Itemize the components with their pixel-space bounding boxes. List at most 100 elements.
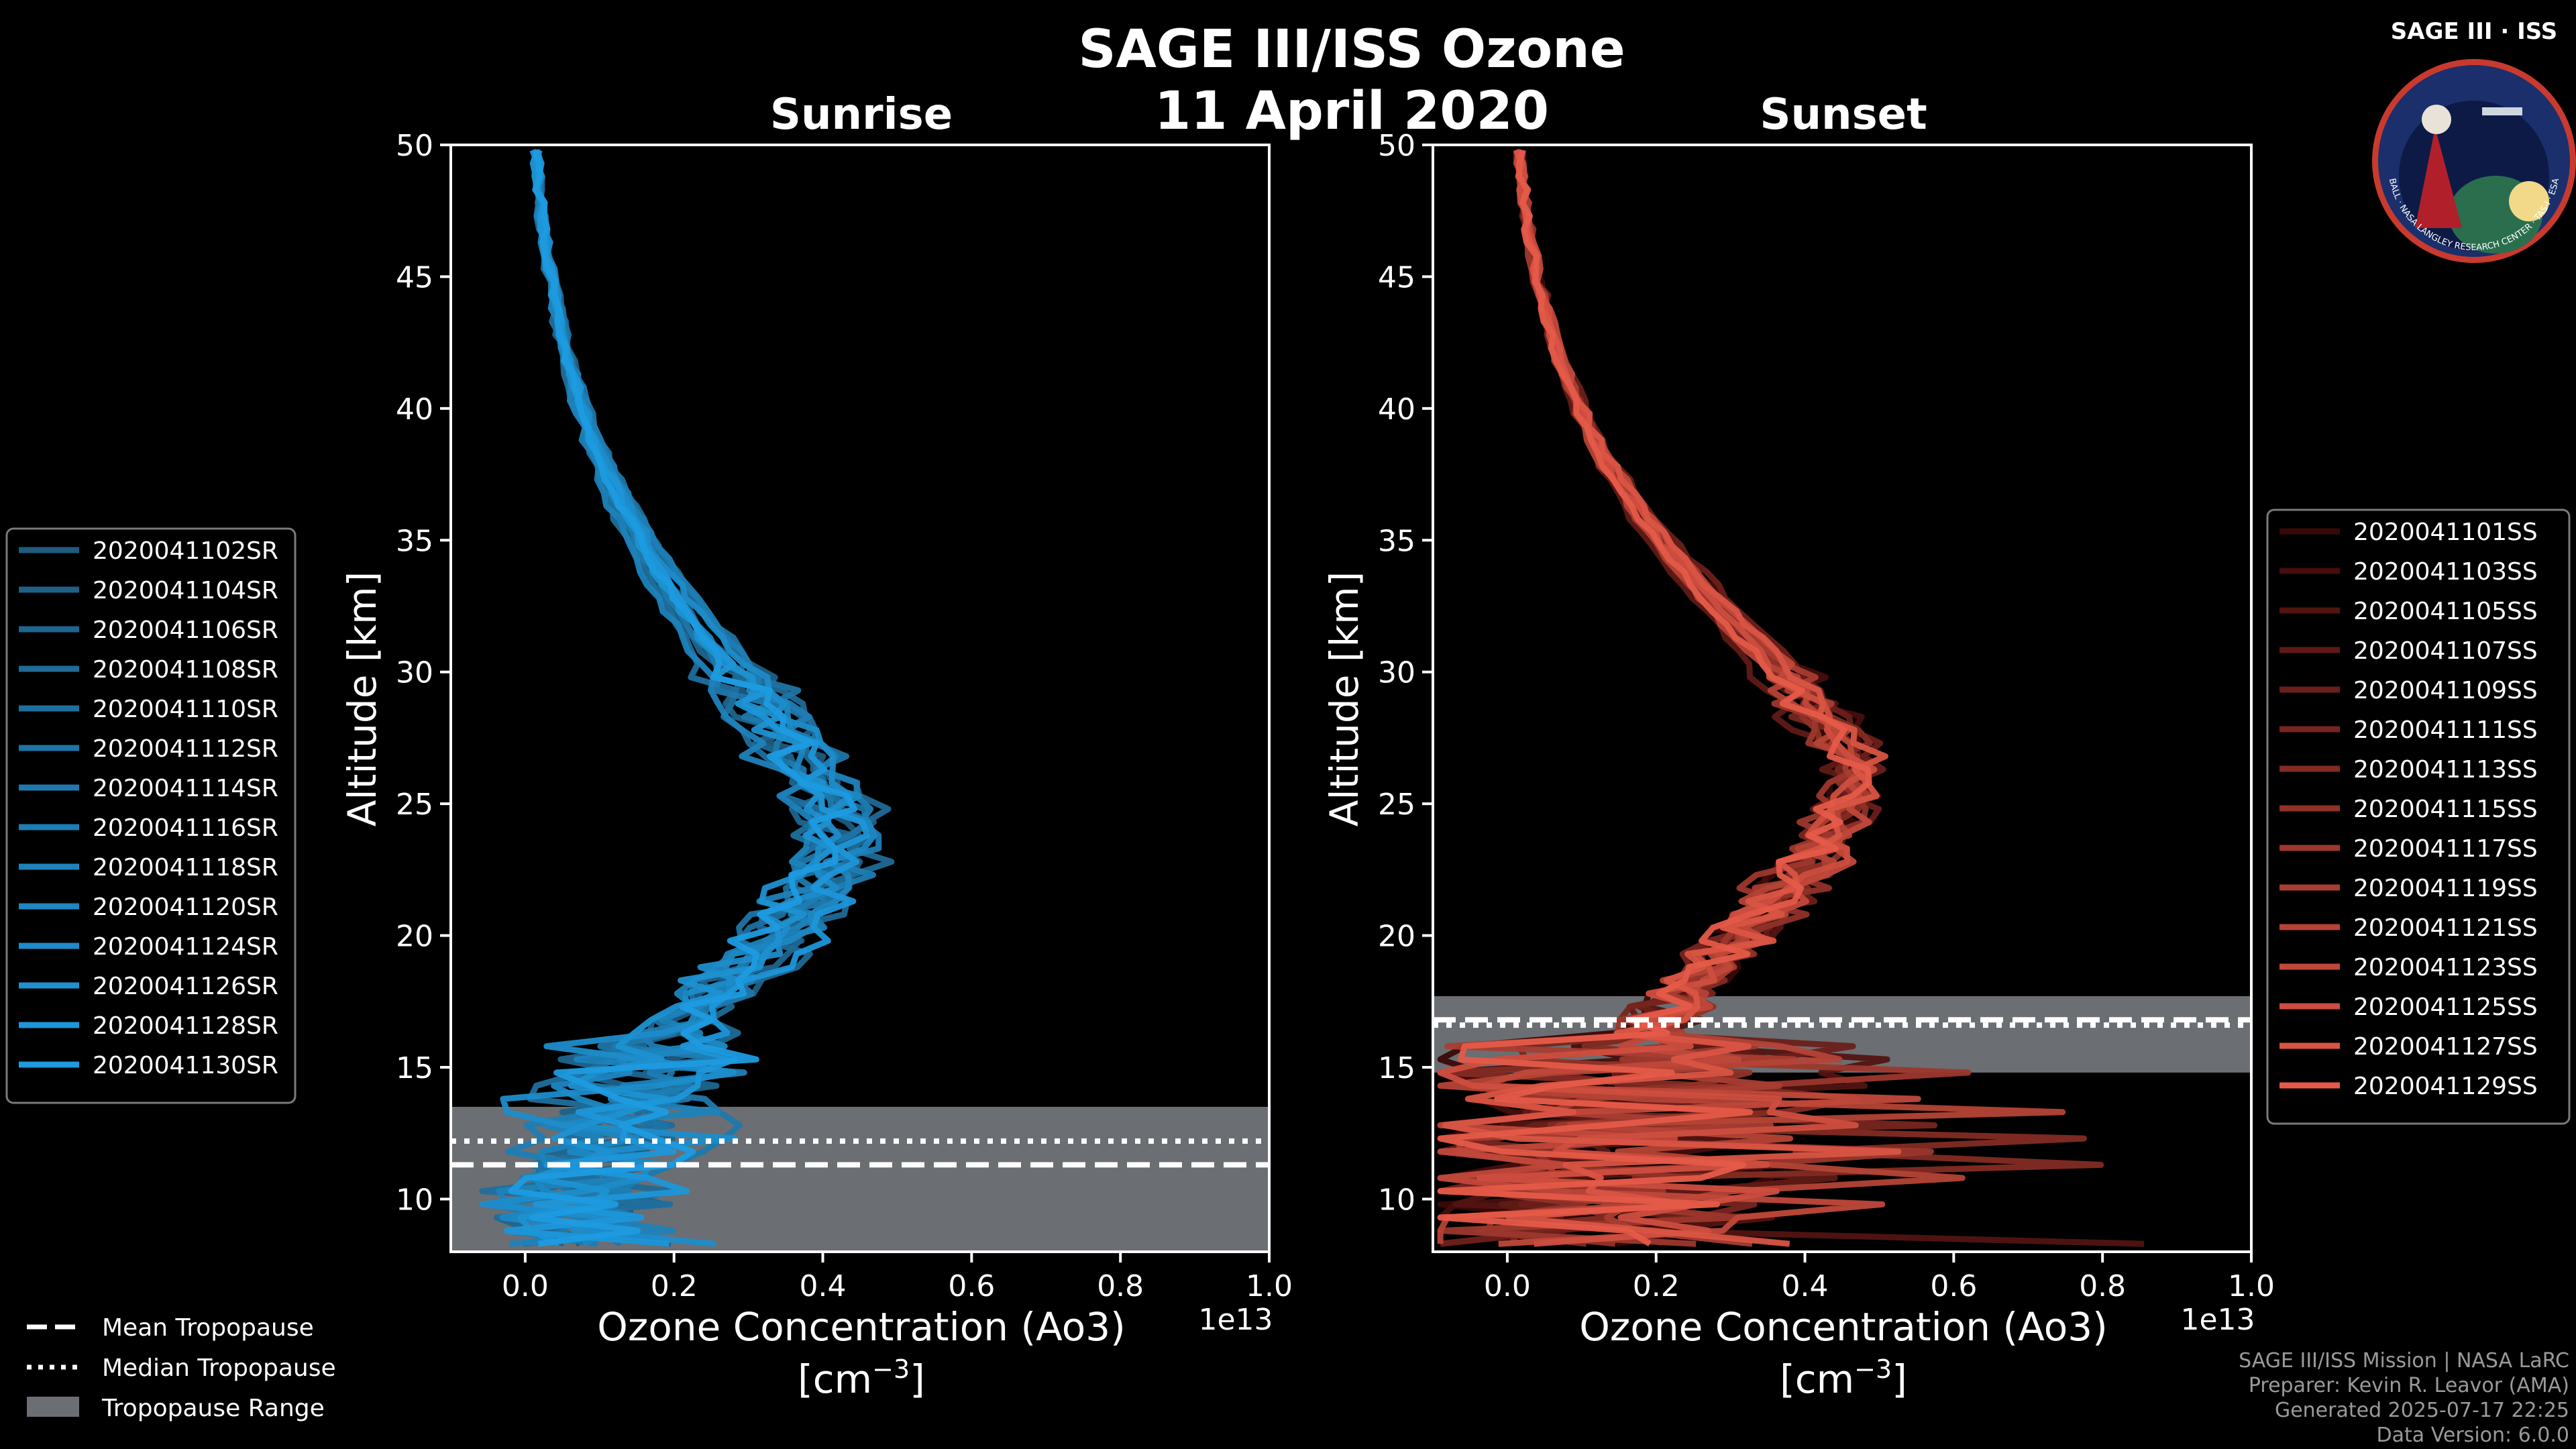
- sunrise-y-tick-label: 45: [396, 260, 433, 294]
- sunrise-y-tick-label: 35: [396, 524, 433, 558]
- sunset-plot-area: 0.0 0.2 0.4 0.6 0.8 1.0 10 15 20 25 30 35 40 45 50: [1378, 129, 2275, 1303]
- sunrise-legend-label: 2020041102SR: [93, 537, 278, 565]
- sunrise-legend-label: 2020041116SR: [93, 814, 278, 842]
- sunset-axes-frame: [1432, 144, 2253, 1253]
- sunset-legend: 2020041101SS 2020041103SS 2020041105SS 2020…: [2266, 508, 2571, 1125]
- sunset-y-tick-label: 45: [1378, 260, 1415, 294]
- tropopause-legend: Mean Tropopause Median Tropopause Tropop…: [27, 1314, 336, 1422]
- credit-mission: SAGE III/ISS Mission | NASA LaRC: [2239, 1349, 2569, 1373]
- sunrise-legend-label: 2020041126SR: [93, 973, 278, 1000]
- sunrise-legend-label: 2020041112SR: [93, 735, 278, 763]
- sunrise-x-tick-label: 1.0: [1246, 1269, 1293, 1303]
- sunrise-x-tick-label: 0.0: [502, 1269, 549, 1303]
- sunrise-x-tick-label: 0.6: [948, 1269, 995, 1303]
- logo-astronomer-head-icon: [2422, 105, 2451, 134]
- sunset-y-tick-label: 35: [1378, 524, 1415, 558]
- sunrise-legend-label: 2020041108SR: [93, 656, 278, 684]
- credit-data-version: Data Version: 6.0.0: [2377, 1424, 2569, 1447]
- sunset-legend-label: 2020041117SS: [2353, 835, 2538, 863]
- sunset-legend-label: 2020041111SS: [2353, 716, 2538, 744]
- figure-date: 11 April 2020: [1155, 81, 1549, 142]
- sunset-x-tick-label: 1.0: [2228, 1269, 2275, 1303]
- sunset-legend-label: 2020041127SS: [2353, 1033, 2538, 1061]
- sunrise-legend-box: [5, 527, 297, 1104]
- sunset-y-tick-label: 25: [1378, 788, 1415, 822]
- sunrise-legend-label: 2020041130SR: [93, 1052, 278, 1079]
- sunrise-x-tick-label: 0.4: [800, 1269, 847, 1303]
- sunrise-y-tick-label: 15: [396, 1051, 433, 1085]
- sunrise-series-2020041130SR: [508, 149, 857, 1247]
- sunrise-legend: 2020041102SR 2020041104SR 2020041106SR 2020…: [5, 527, 297, 1104]
- mean-tropopause-legend-label: Mean Tropopause: [102, 1314, 314, 1342]
- sunset-panel: Sunset 0.0 0.2 0.4 0.6 0.8 1.0 10 15 20 25 30 35 40 4…: [1322, 90, 2275, 1402]
- sunset-legend-label: 2020041129SS: [2353, 1073, 2538, 1100]
- sunrise-axes-frame: [449, 144, 1271, 1253]
- sunrise-legend-label: 2020041106SR: [93, 616, 278, 644]
- credit-preparer: Preparer: Kevin R. Leavor (AMA): [2249, 1374, 2569, 1397]
- sunrise-legend-label: 2020041114SR: [93, 775, 278, 802]
- sunset-y-tick-label: 40: [1378, 392, 1415, 427]
- sunrise-y-tick-label: 30: [396, 656, 433, 690]
- sunset-legend-label: 2020041113SS: [2353, 756, 2538, 784]
- sunrise-y-tick-label: 10: [396, 1183, 433, 1217]
- sunrise-legend-label: 2020041118SR: [93, 854, 278, 881]
- sunset-x-offset-label: 1e13: [2180, 1303, 2255, 1337]
- sunrise-y-tick-label: 50: [396, 129, 433, 163]
- sunset-y-tick-label: 15: [1378, 1051, 1415, 1085]
- sunset-legend-label: 2020041105SS: [2353, 598, 2538, 625]
- sunset-x-tick-label: 0.4: [1782, 1269, 1829, 1303]
- sunrise-x-offset-label: 1e13: [1198, 1303, 1273, 1337]
- sunset-legend-label: 2020041107SS: [2353, 637, 2538, 665]
- sunrise-x-tick-label: 0.8: [1097, 1269, 1144, 1303]
- sunrise-legend-label: 2020041110SR: [93, 696, 278, 723]
- sunrise-legend-label: 2020041124SR: [93, 933, 278, 961]
- sunrise-panel: Sunrise 0.0 0.2 0.4 0.6 0.8 1.0 10 15 20 25 30 35 40…: [339, 90, 1293, 1402]
- sunset-y-tick-label: 30: [1378, 656, 1415, 690]
- sunrise-y-tick-label: 20: [396, 920, 433, 954]
- median-tropopause-legend-label: Median Tropopause: [102, 1354, 336, 1382]
- sunset-legend-label: 2020041121SS: [2353, 914, 2538, 942]
- sunset-x-tick-label: 0.6: [1930, 1269, 1977, 1303]
- sunset-y-tick-label: 10: [1378, 1183, 1415, 1217]
- sunset-legend-label: 2020041125SS: [2353, 994, 2538, 1021]
- credit-generated: Generated 2025-07-17 22:25: [2275, 1399, 2569, 1422]
- sunset-x-tick-label: 0.8: [2079, 1269, 2126, 1303]
- tropopause-range-legend-label: Tropopause Range: [101, 1395, 325, 1422]
- sunset-legend-label: 2020041115SS: [2353, 796, 2538, 823]
- sunrise-x-axis-label: Ozone Concentration (Ao3): [597, 1304, 1126, 1350]
- logo-title: SAGE III · ISS: [2391, 18, 2557, 45]
- sunset-legend-box: [2266, 508, 2571, 1125]
- tropopause-range-legend-swatch: [27, 1397, 79, 1417]
- sunrise-legend-label: 2020041128SR: [93, 1012, 278, 1040]
- sunrise-y-tick-label: 25: [396, 788, 433, 822]
- sunset-legend-label: 2020041101SS: [2353, 519, 2538, 546]
- credits: SAGE III/ISS Mission | NASA LaRC Prepare…: [2239, 1349, 2569, 1447]
- sunrise-plot-area: 0.0 0.2 0.4 0.6 0.8 1.0 10 15 20 25 30 35 40 45 50: [396, 129, 1293, 1303]
- sunset-legend-label: 2020041103SS: [2353, 558, 2538, 586]
- sunrise-legend-label: 2020041120SR: [93, 894, 278, 921]
- sunset-x-axis-label: Ozone Concentration (Ao3): [1579, 1304, 2108, 1350]
- sunset-legend-label: 2020041119SS: [2353, 875, 2538, 902]
- sunrise-x-axis-units: [cm−3]: [798, 1354, 925, 1402]
- logo-iss-icon: [2482, 107, 2522, 115]
- logo-astronomer-icon: [2415, 127, 2462, 228]
- sunset-y-tick-label: 20: [1378, 920, 1415, 954]
- sunrise-y-tick-label: 40: [396, 392, 433, 427]
- sunset-legend-label: 2020041109SS: [2353, 677, 2538, 704]
- sunset-x-tick-label: 0.0: [1484, 1269, 1531, 1303]
- sunset-x-axis-units: [cm−3]: [1780, 1354, 1907, 1402]
- sunset-panel-title: Sunset: [1760, 90, 1927, 140]
- sunrise-legend-label: 2020041104SR: [93, 577, 278, 604]
- sage-iii-iss-logo: SAGE III · ISS BALL · NASA LANGLEY RESEA…: [2372, 18, 2576, 263]
- logo-sun-icon: [2509, 181, 2549, 221]
- sunset-series-2020041129SS: [1437, 149, 1872, 1247]
- figure-title: SAGE III/ISS Ozone: [1078, 19, 1625, 80]
- sunrise-panel-title: Sunrise: [770, 90, 953, 140]
- sunrise-x-tick-label: 0.2: [651, 1269, 698, 1303]
- sunset-legend-label: 2020041123SS: [2353, 954, 2538, 981]
- sunrise-y-axis-label: Altitude [km]: [339, 572, 385, 826]
- sunset-y-tick-label: 50: [1378, 129, 1415, 163]
- sunset-y-axis-label: Altitude [km]: [1322, 572, 1367, 826]
